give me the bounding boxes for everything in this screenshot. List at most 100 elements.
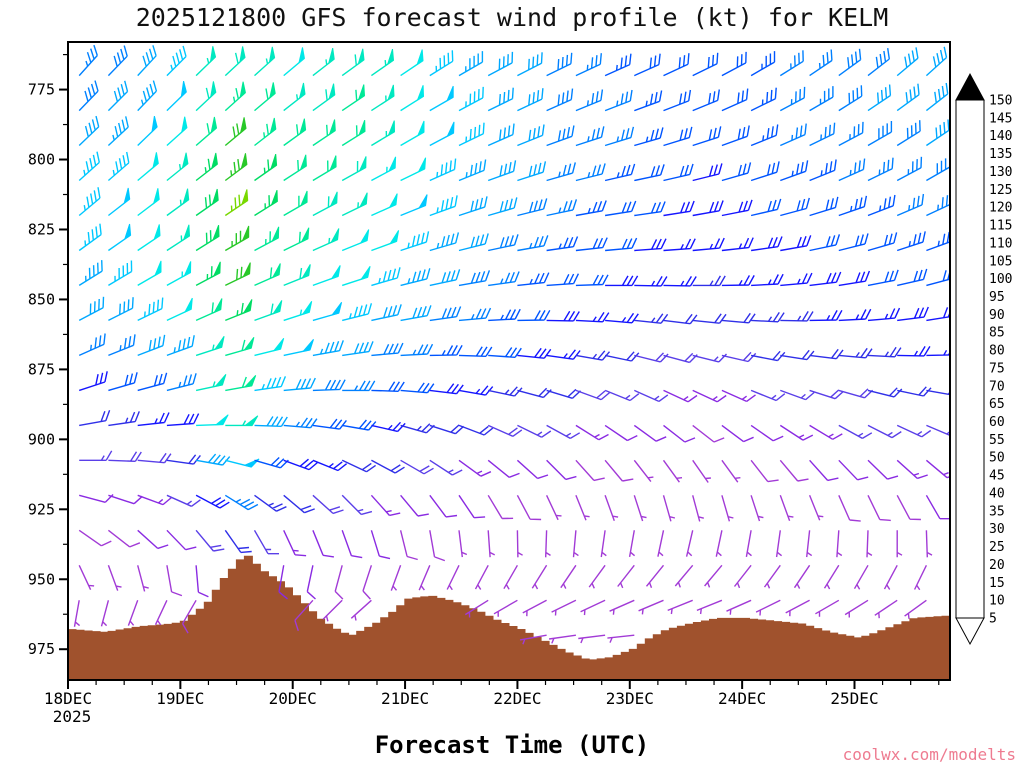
wind-barb	[867, 121, 893, 147]
wind-barb	[166, 494, 201, 507]
wind-barb	[517, 387, 552, 399]
wind-barb	[578, 634, 606, 644]
wind-barb	[166, 335, 195, 357]
wind-barb	[341, 276, 369, 287]
wind-barb	[575, 459, 605, 482]
wind-barb	[775, 530, 783, 558]
x-tick-label: 20DEC	[269, 689, 317, 708]
wind-barb	[600, 530, 607, 558]
colorbar-label: 145	[989, 111, 1012, 126]
wind-barb	[341, 125, 366, 147]
wind-barb	[400, 168, 426, 182]
wind-barb	[107, 151, 130, 182]
colorbar-label: 115	[989, 219, 1012, 234]
wind-barb	[429, 306, 462, 322]
wind-barb	[692, 163, 723, 182]
wind-barb	[137, 162, 159, 182]
wind-barb	[809, 122, 836, 147]
wind-barb	[400, 423, 435, 434]
wind-barb	[493, 599, 518, 617]
wind-barb	[487, 123, 515, 147]
wind-barb	[341, 54, 365, 77]
wind-barb	[283, 124, 307, 147]
wind-barb	[575, 495, 590, 521]
wind-barb	[429, 50, 454, 77]
wind-barb	[371, 240, 397, 252]
wind-barb	[604, 200, 637, 217]
wind-barb	[645, 564, 665, 588]
wind-barb	[78, 44, 98, 77]
wind-barb	[750, 350, 786, 362]
wind-barb	[751, 273, 784, 287]
wind-barb	[166, 413, 200, 427]
wind-barb	[546, 424, 581, 440]
wind-barb	[750, 389, 786, 402]
terrain-silhouette	[68, 555, 950, 680]
wind-barb	[516, 530, 523, 558]
wind-barb	[780, 311, 814, 322]
wind-barb	[575, 237, 608, 252]
wind-barb	[531, 564, 548, 590]
wind-barb	[633, 424, 667, 442]
wind-barb	[517, 124, 545, 147]
wind-barb	[341, 459, 377, 473]
x-tick-label: 22DEC	[493, 689, 541, 708]
watermark-link[interactable]: coolwx.com/modelts	[842, 745, 1016, 764]
wind-barb	[867, 232, 898, 252]
wind-barb	[312, 160, 337, 182]
wind-barb	[446, 564, 460, 591]
wind-barb	[809, 196, 839, 217]
wind-barb	[195, 344, 223, 357]
wind-barb	[107, 80, 129, 112]
wind-barb	[108, 372, 138, 392]
wind-barb	[867, 387, 903, 398]
wind-barb	[604, 126, 635, 147]
colorbar-label: 45	[989, 469, 1005, 484]
wind-barb	[254, 376, 287, 392]
wind-barb	[166, 565, 183, 597]
wind-barb	[685, 530, 694, 557]
wind-barb	[108, 260, 133, 287]
wind-barb	[78, 333, 106, 357]
wind-barb	[254, 267, 280, 287]
wind-barb	[634, 389, 669, 403]
wind-barb	[283, 349, 311, 357]
wind-barb	[400, 305, 432, 322]
wind-barb	[312, 124, 336, 147]
wind-barb	[78, 565, 95, 590]
colorbar-label: 135	[989, 147, 1012, 162]
wind-barb	[721, 424, 754, 443]
wind-barb	[458, 159, 487, 182]
wind-barb	[195, 494, 230, 509]
wind-barb	[809, 86, 834, 112]
wind-barb	[844, 599, 869, 618]
wind-barb	[516, 459, 549, 480]
wind-barb	[458, 122, 485, 147]
wind-barb	[763, 564, 781, 589]
wind-barb	[195, 123, 217, 147]
wind-barb	[838, 48, 862, 77]
wind-barb	[254, 494, 287, 512]
x-tick-label: 21DEC	[381, 689, 429, 708]
wind-barb	[312, 494, 344, 515]
wind-barb	[780, 272, 813, 287]
wind-barb	[838, 195, 868, 217]
wind-barb	[342, 419, 377, 431]
wind-barb	[546, 125, 575, 147]
wind-barb	[283, 195, 308, 217]
wind-barb	[926, 231, 950, 252]
wind-barb	[896, 530, 903, 558]
wind-barb	[755, 599, 781, 616]
wind-barb	[283, 57, 305, 77]
wind-barb	[488, 308, 521, 322]
wind-barb	[79, 410, 111, 427]
wind-barb	[721, 312, 756, 324]
wind-barb	[371, 130, 395, 147]
wind-barb	[867, 269, 899, 287]
wind-barb	[575, 424, 609, 441]
wind-barb	[838, 495, 861, 522]
wind-barb	[867, 47, 890, 77]
wind-barb	[78, 115, 100, 147]
wind-barb	[342, 303, 373, 322]
wind-barb	[254, 231, 279, 252]
